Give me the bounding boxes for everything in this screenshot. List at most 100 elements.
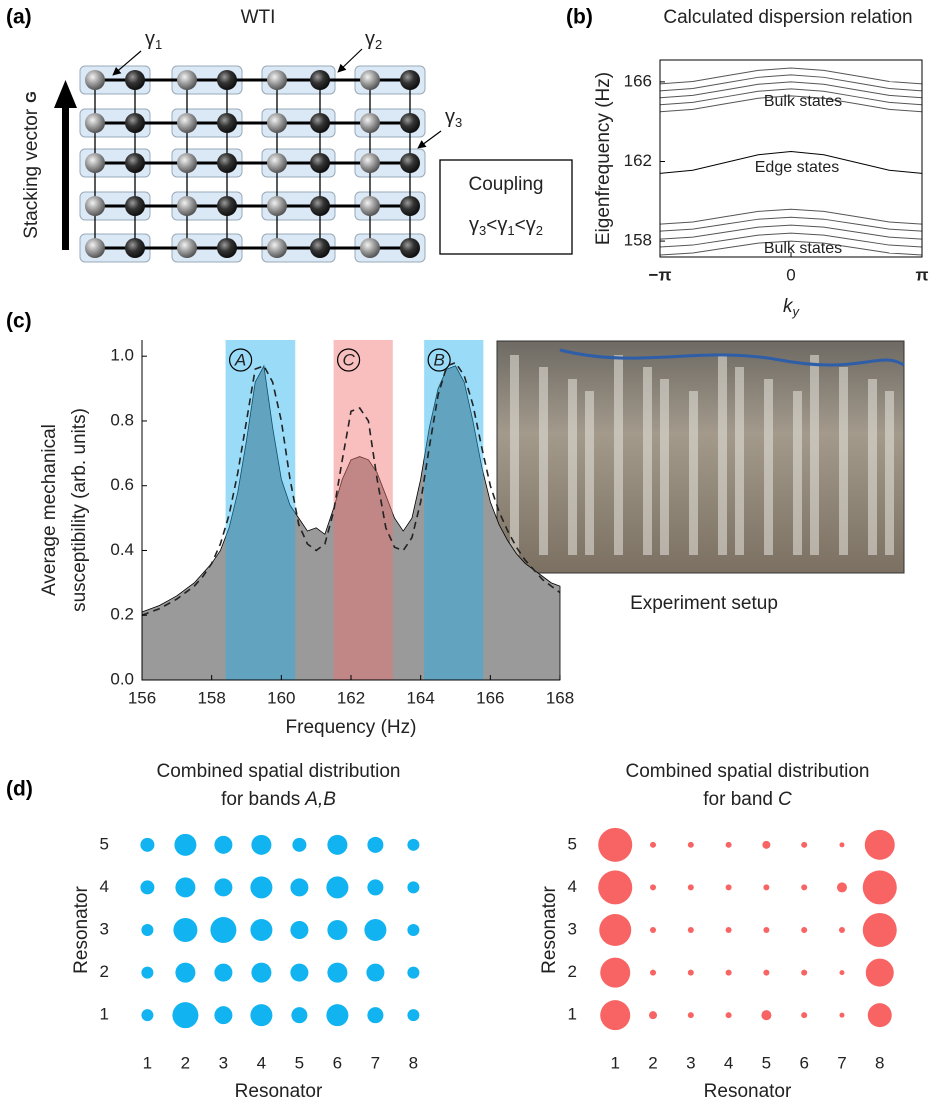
photo-rod (614, 355, 623, 555)
x-tick-label: 6 (799, 1053, 808, 1072)
coupling-symbol: γ (469, 214, 479, 236)
bubble (598, 870, 633, 905)
x-tick-label: 2 (181, 1053, 190, 1072)
stacking-arrow-head (54, 80, 77, 108)
photo-rod (735, 367, 744, 555)
y-axis-label: susceptibility (arb. units) (69, 408, 90, 612)
bubble (838, 927, 845, 933)
bubble (175, 877, 196, 898)
resonator (360, 113, 380, 133)
resonator (177, 196, 197, 216)
bubble (725, 884, 732, 891)
x-tick-label: 7 (837, 1053, 846, 1072)
bubble (290, 921, 309, 939)
resonator (400, 238, 420, 258)
resonator (85, 153, 105, 173)
stacking-arrow (62, 105, 69, 250)
coupling-label: γ1 (145, 28, 162, 52)
y-tick-label: 4 (568, 877, 577, 896)
resonator (360, 196, 380, 216)
bubble (725, 969, 732, 976)
coupling-subscript: 3 (479, 223, 486, 238)
chart-subtitle: for band C (703, 789, 792, 810)
resonator (400, 153, 420, 173)
photo-rod (793, 391, 802, 555)
y-tick-label: 0.4 (110, 540, 134, 559)
y-tick-label: 2 (100, 962, 109, 981)
resonator (310, 153, 330, 173)
y-axis-label: Resonator (71, 886, 92, 974)
bubble (867, 1003, 892, 1028)
dispersion-curve (659, 88, 923, 106)
resonator (310, 70, 330, 90)
x-tick-label: −π (649, 265, 672, 284)
y-tick-label: 1.0 (110, 346, 134, 365)
resonator (217, 113, 237, 133)
bubble (172, 1002, 199, 1029)
coupling-subscript: 2 (375, 37, 382, 52)
bubble (864, 829, 895, 860)
x-tick-label: 2 (648, 1053, 657, 1072)
pointer-arrow (112, 50, 142, 76)
y-tick-label: 0.2 (110, 605, 134, 624)
dispersion-curve (659, 67, 923, 85)
x-tick-label: 158 (197, 688, 225, 707)
photo-rod (510, 355, 519, 555)
coupling-subscript: 3 (455, 115, 462, 130)
bubble (836, 882, 847, 893)
bubble (251, 962, 272, 983)
bubble (600, 957, 631, 988)
stacking-text: Stacking vector (21, 108, 42, 239)
x-tick-label: 5 (762, 1053, 771, 1072)
bubble (650, 927, 657, 933)
coupling-inequality: γ3<γ1<γ2 (469, 214, 543, 238)
x-tick-label: 5 (295, 1053, 304, 1072)
x-axis-label: ky (783, 296, 801, 319)
panel-label: (a) (6, 6, 32, 29)
photo-rod (718, 355, 727, 555)
coupling-label: γ3 (445, 106, 462, 130)
dispersion-curve (659, 224, 923, 240)
resonator (217, 196, 237, 216)
y-tick-label: 2 (568, 962, 577, 981)
bubble (210, 917, 237, 943)
x-axis-symbol: k (783, 296, 794, 317)
stacking-symbol: G (23, 91, 40, 103)
bubble (801, 927, 808, 933)
bubble (862, 913, 897, 947)
y-tick-label: 166 (624, 71, 652, 90)
bubble (687, 841, 694, 848)
bubble (327, 834, 348, 855)
y-tick-label: 3 (100, 919, 109, 938)
coupling-operator: < (486, 215, 497, 236)
bubble (650, 884, 657, 891)
dispersion-curve (659, 74, 923, 92)
bubble (801, 841, 808, 848)
bubble (326, 1004, 349, 1027)
y-tick-label: 0.0 (110, 669, 134, 688)
band-label-ring (427, 348, 451, 372)
dispersion-curve (659, 208, 923, 225)
y-axis-label: Resonator (539, 886, 560, 974)
x-tick-label: π (915, 265, 928, 284)
photo-caption: Experiment setup (630, 593, 778, 614)
bubble (290, 963, 309, 982)
coupling-title: Coupling (469, 174, 544, 195)
annotation: Bulk states (764, 93, 842, 110)
y-tick-label: 1 (568, 1005, 577, 1024)
bubble (801, 969, 808, 976)
chart-subtitle: for bands A,B (221, 789, 336, 810)
panel-label: (c) (6, 310, 32, 333)
coupling-subscript: 2 (536, 223, 543, 238)
resonator (267, 153, 287, 173)
bubble (250, 1004, 273, 1027)
bubble (763, 969, 770, 976)
photo-rod (764, 379, 773, 555)
resonator (267, 196, 287, 216)
coupling-symbol: γ (497, 214, 507, 236)
x-tick-label: 1 (143, 1053, 152, 1072)
band-label-ring (229, 348, 253, 372)
resonator (85, 113, 105, 133)
bubble (291, 1007, 308, 1024)
bubble (140, 880, 155, 895)
